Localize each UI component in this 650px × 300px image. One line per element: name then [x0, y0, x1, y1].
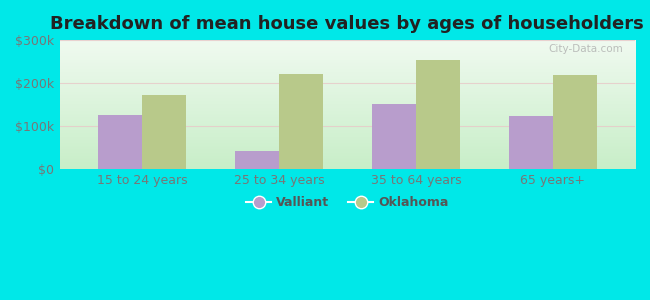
Bar	[98, 115, 142, 169]
Bar	[416, 60, 460, 169]
Bar	[372, 104, 416, 169]
Text: City-Data.com: City-Data.com	[549, 44, 623, 54]
Legend: Valliant, Oklahoma: Valliant, Oklahoma	[241, 191, 454, 214]
Bar	[142, 95, 186, 169]
Bar	[509, 116, 552, 169]
Bar	[279, 74, 322, 169]
Title: Breakdown of mean house values by ages of householders: Breakdown of mean house values by ages o…	[51, 15, 644, 33]
Bar	[552, 75, 597, 169]
Bar	[235, 151, 279, 169]
